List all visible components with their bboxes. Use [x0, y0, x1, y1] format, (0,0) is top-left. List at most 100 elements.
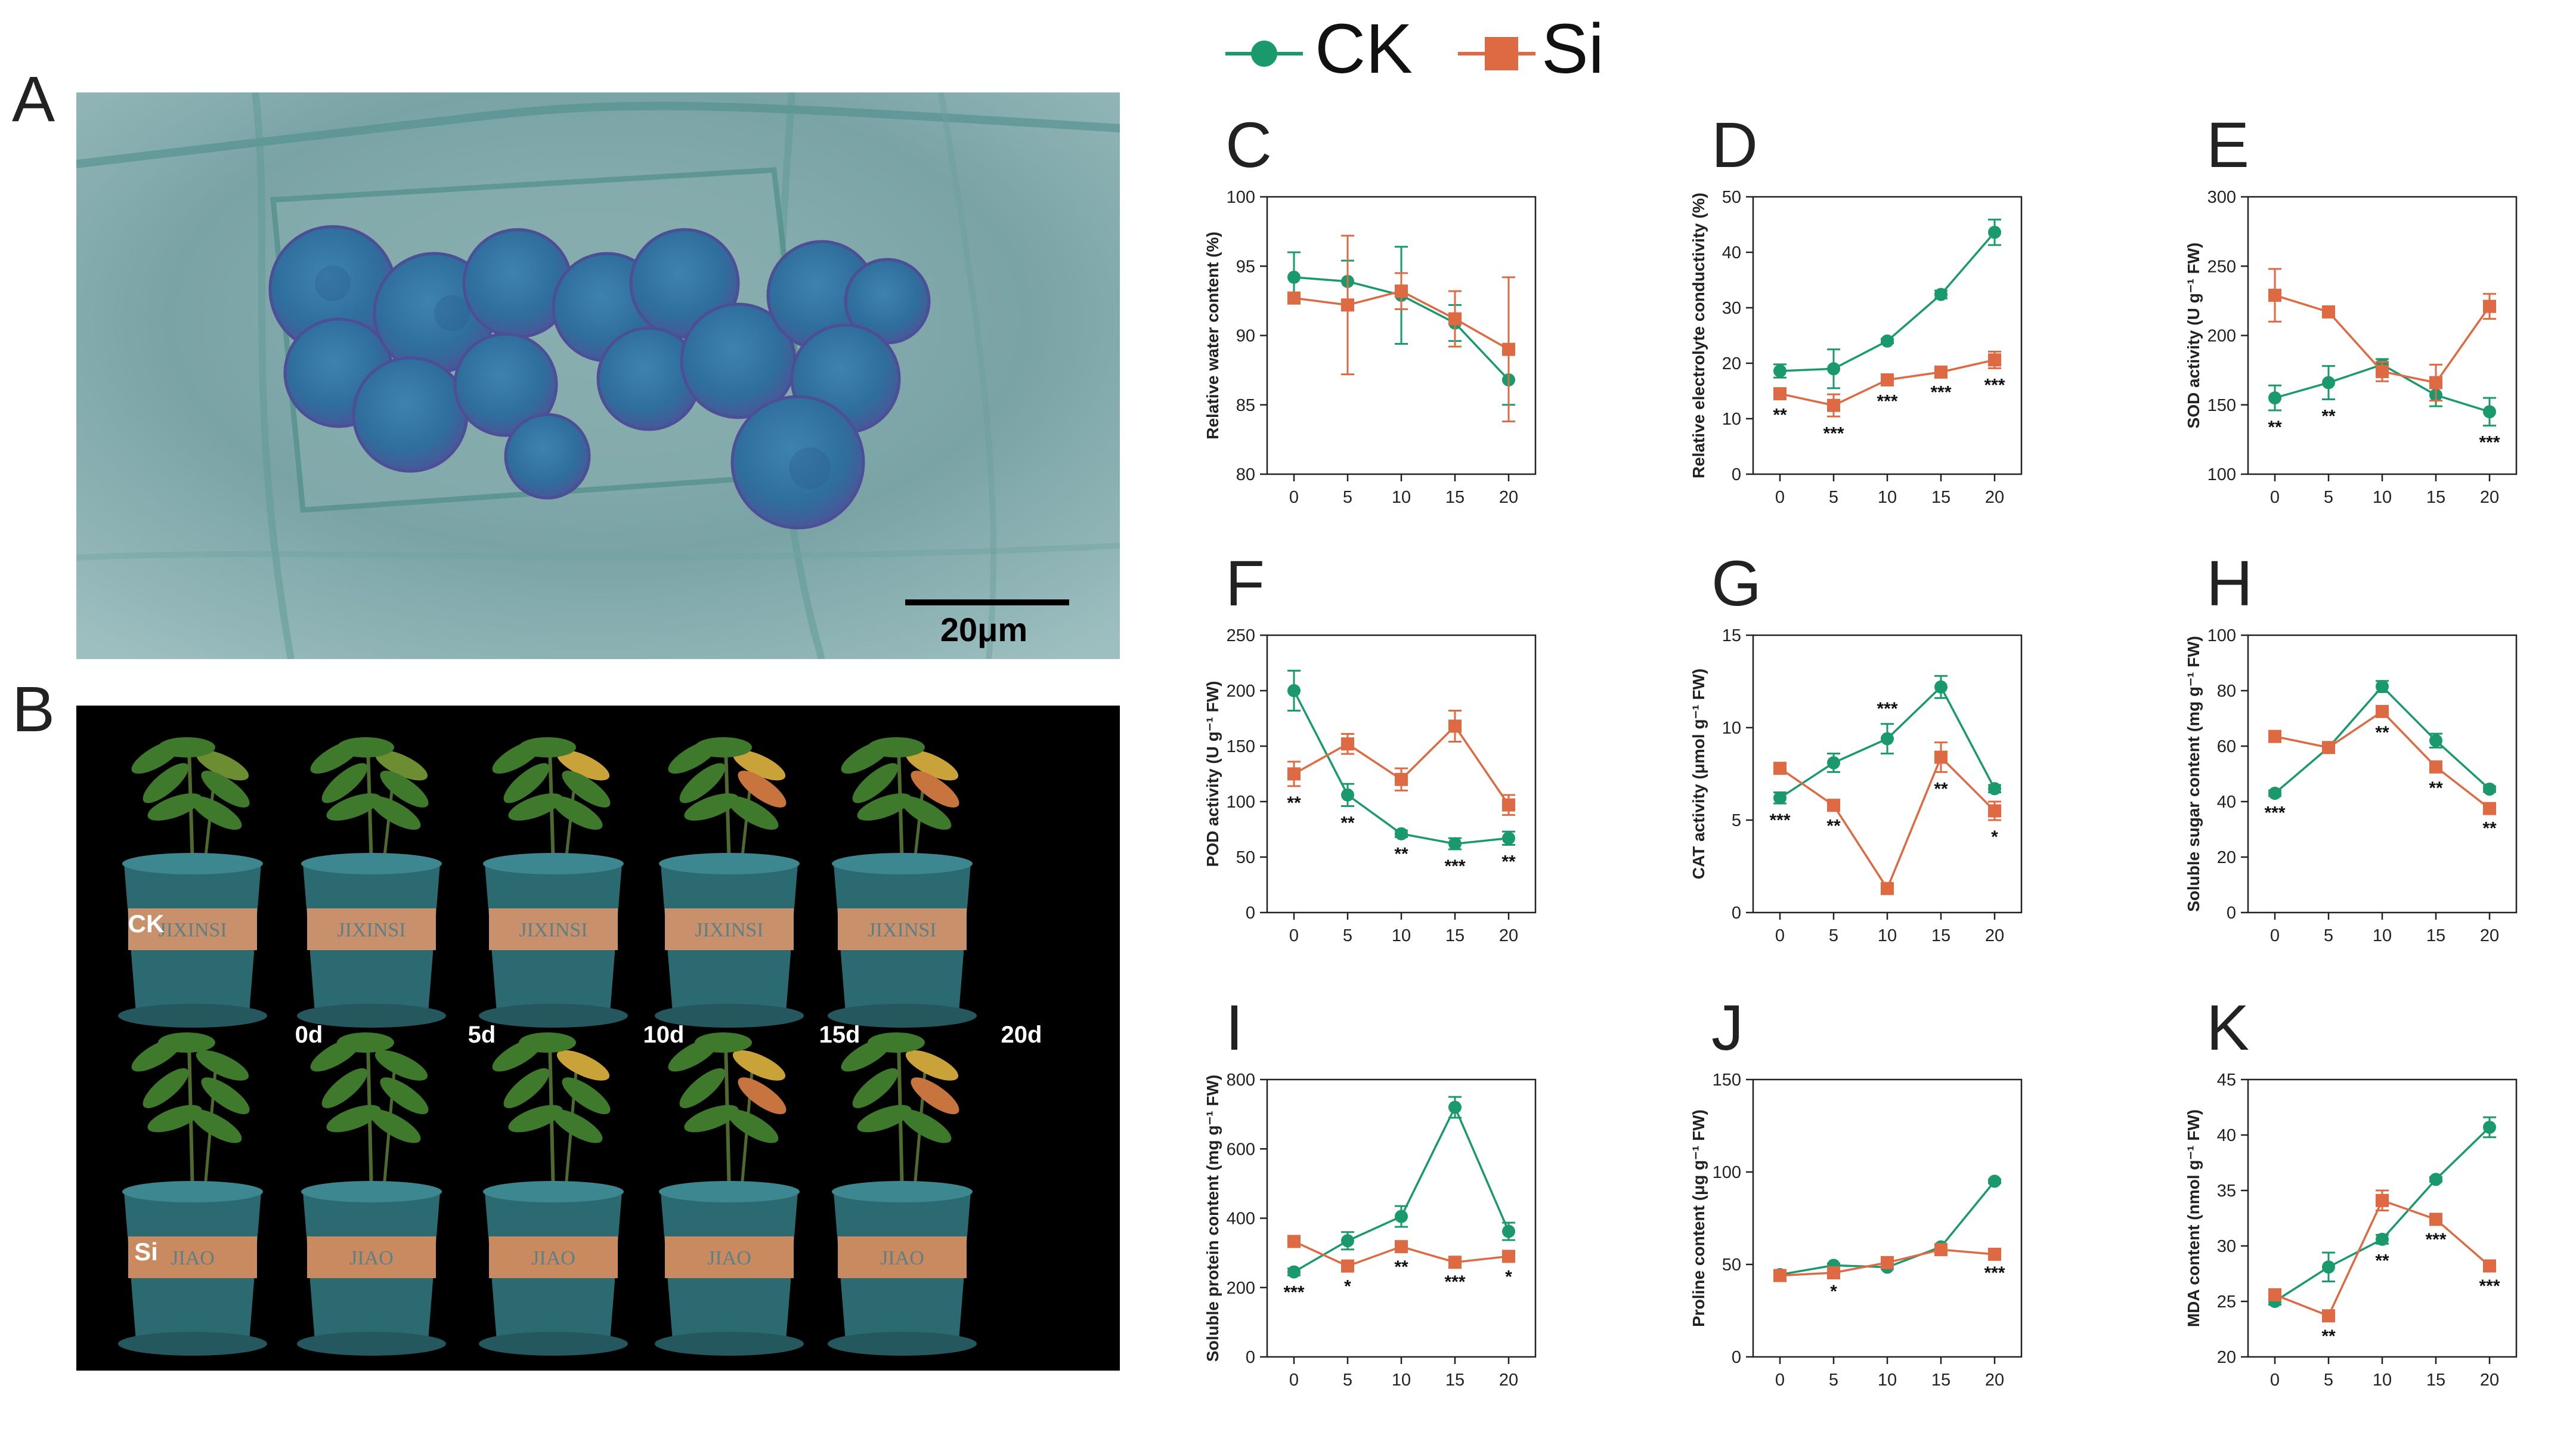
- data-point-ck: [1773, 364, 1787, 378]
- significance-mark: ***: [1984, 375, 2005, 395]
- time-label: 0d: [295, 1022, 323, 1048]
- x-tick-label: 5: [1343, 1371, 1352, 1390]
- pot-label-text: JIXINSI: [337, 919, 405, 941]
- significance-mark: *: [1344, 1277, 1351, 1297]
- y-tick-label: 20: [1722, 354, 1741, 373]
- plant-pot: JIXINSI: [655, 853, 804, 1028]
- data-point-si: [1934, 365, 1948, 379]
- x-tick-label: 10: [1392, 926, 1411, 945]
- plant: [668, 737, 787, 867]
- data-point-si: [2376, 1193, 2389, 1207]
- significance-mark: **: [2375, 723, 2389, 743]
- x-tick-label: 15: [2426, 926, 2445, 945]
- x-tick-label: 15: [2426, 488, 2445, 507]
- data-point-si: [1448, 1255, 1462, 1269]
- y-tick-label: 200: [1227, 682, 1255, 701]
- data-point-ck: [1934, 680, 1948, 694]
- y-tick-label: 40: [2217, 1126, 2236, 1145]
- plant-pot: JIAO: [655, 1181, 804, 1356]
- series-line-ck: [1293, 690, 1509, 845]
- data-point-si: [1934, 1243, 1948, 1257]
- data-point-si: [1341, 298, 1354, 312]
- micrograph-image: 20μm: [76, 92, 1120, 659]
- plot-frame: [1752, 1078, 2023, 1358]
- x-tick-label: 5: [2324, 926, 2333, 945]
- data-point-si: [1287, 291, 1301, 305]
- series-line-ck: [2274, 1126, 2491, 1303]
- pot-label-text: JIXINSI: [158, 919, 227, 941]
- legend-si-label: Si: [1541, 10, 1604, 84]
- data-point-ck: [1881, 732, 1894, 746]
- chart-i: I020040060080005101520Sampling time (d)S…: [1203, 991, 1537, 1390]
- x-tick-label: 0: [1289, 926, 1299, 945]
- data-point-si: [2268, 1288, 2281, 1301]
- y-axis-label: Soluble sugar content (mg g⁻¹ FW): [2184, 636, 2203, 912]
- y-tick-label: 15: [1722, 626, 1741, 645]
- pot-label-text: JIAO: [531, 1247, 575, 1269]
- data-point-si: [1827, 1266, 1840, 1279]
- data-point-ck: [2483, 1120, 2496, 1134]
- row-label-si: Si: [134, 1238, 158, 1266]
- significance-mark: ***: [1444, 856, 1465, 876]
- data-point-si: [2322, 305, 2335, 318]
- plant: [131, 737, 250, 867]
- data-point-si: [1448, 719, 1462, 733]
- x-tick-label: 15: [1931, 926, 1950, 945]
- plant-pot: JIXINSI: [297, 853, 446, 1028]
- y-tick-label: 80: [1236, 465, 1255, 484]
- significance-mark: ***: [1984, 1263, 2005, 1283]
- series-line-ck: [1779, 231, 1996, 372]
- plot-frame: [1752, 634, 2023, 914]
- x-tick-label: 20: [1499, 1371, 1518, 1390]
- y-tick-label: 200: [2207, 327, 2236, 346]
- y-tick-label: 100: [1227, 188, 1255, 207]
- pot-label-text: JIXINSI: [868, 919, 936, 941]
- data-point-si: [1988, 804, 2001, 818]
- data-point-ck: [1341, 788, 1354, 802]
- significance-mark: ***: [1930, 382, 1951, 402]
- y-tick-label: 100: [1713, 1163, 1741, 1182]
- pot-label-text: JIAO: [171, 1247, 215, 1269]
- significance-mark: **: [1394, 1257, 1408, 1277]
- data-point-si: [1341, 1259, 1354, 1273]
- significance-mark: **: [1501, 852, 1516, 872]
- panel-letter-f: F: [1225, 547, 1265, 619]
- chart-d: D0102030405005101520Sampling time (d)Rel…: [1689, 109, 2023, 507]
- x-tick-label: 5: [1343, 926, 1352, 945]
- y-tick-label: 150: [1713, 1071, 1741, 1090]
- y-tick-label: 10: [1722, 719, 1741, 738]
- pot-label-text: JIAO: [349, 1247, 394, 1269]
- plant-pot: JIAO: [828, 1181, 977, 1356]
- plant-pot: JIAO: [118, 1181, 267, 1356]
- y-tick-label: 0: [1732, 904, 1741, 923]
- data-point-si: [2429, 376, 2442, 389]
- data-point-ck: [1827, 756, 1840, 769]
- y-axis-label: Soluble protein content (mg g⁻¹ FW): [1203, 1075, 1222, 1362]
- data-point-si: [1502, 342, 1515, 356]
- x-tick-label: 10: [1392, 488, 1411, 507]
- chart-c: C8085909510005101520Sampling time (d)Rel…: [1203, 109, 1537, 507]
- panel-letter-e: E: [2206, 109, 2249, 181]
- plot-frame: [2247, 196, 2518, 475]
- data-point-si: [2429, 760, 2442, 774]
- y-tick-label: 95: [1236, 257, 1255, 276]
- x-tick-label: 20: [2480, 1371, 2499, 1390]
- plant-pot: JIXINSI: [479, 853, 628, 1028]
- data-point-ck: [2429, 1173, 2442, 1186]
- x-tick-label: 20: [2480, 926, 2499, 945]
- chart-h: H02040608010005101520Sampling time (d)So…: [2184, 547, 2518, 945]
- y-axis-label: Relative water content (%): [1203, 231, 1222, 440]
- x-tick-label: 20: [1985, 1371, 2004, 1390]
- panel-letter-g: G: [1711, 547, 1761, 619]
- y-tick-label: 50: [1722, 1255, 1741, 1275]
- y-axis-label: Relative electrolyte conductivity (%): [1689, 193, 1708, 478]
- y-tick-label: 0: [2227, 904, 2236, 923]
- significance-mark: **: [1394, 845, 1408, 864]
- y-tick-label: 250: [1227, 626, 1255, 645]
- data-point-ck: [1773, 791, 1787, 805]
- plot-frame: [2247, 1078, 2518, 1358]
- chart-k: K20253035404505101520Sampling time (d)MD…: [2184, 991, 2518, 1390]
- plant: [841, 1032, 959, 1195]
- y-tick-label: 40: [1722, 243, 1741, 262]
- y-tick-label: 100: [2207, 465, 2236, 484]
